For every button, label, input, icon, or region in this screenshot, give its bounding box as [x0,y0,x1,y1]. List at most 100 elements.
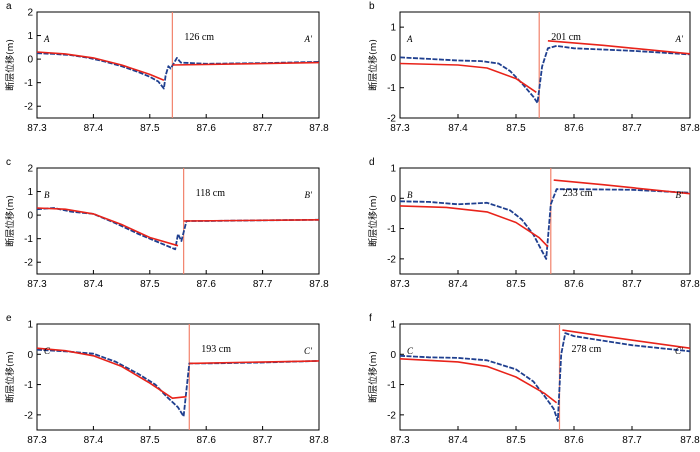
offset-label: 118 cm [196,188,226,199]
x-tick-label: 87.6 [196,279,216,290]
y-tick-label: -1 [24,234,33,245]
y-tick-label: -1 [387,83,396,94]
x-tick-label: 87.7 [253,435,273,446]
y-axis-label: 断层位移(m) [4,195,16,247]
model-series-line [547,40,691,55]
x-tick-label: 87.7 [253,279,273,290]
y-tick-label: 0 [390,53,396,64]
offset-label: 201 cm [551,32,581,43]
profile-start-label: C [407,346,414,356]
x-tick-label: 87.4 [84,279,104,290]
y-tick-label: 1 [390,320,396,331]
y-tick-label: -2 [24,410,33,421]
y-tick-label: 1 [390,23,396,34]
observed-series-line [399,332,691,422]
profile-end-label: B′ [676,190,684,200]
y-tick-label: 2 [27,8,33,19]
offset-label: 193 cm [201,344,231,355]
y-tick-label: -1 [24,380,33,391]
profile-end-label: C′ [304,346,313,356]
model-series-line [172,61,320,66]
y-axis-label: 断层位移(m) [4,351,16,403]
x-tick-label: 87.4 [448,123,468,134]
x-tick-label: 87.4 [84,123,104,134]
profile-start-label: A [43,34,50,44]
model-series-line [562,329,691,349]
x-tick-label: 87.8 [309,279,329,290]
profile-end-label: B′ [305,190,313,200]
model-series-line [36,207,179,247]
model-series-line [183,219,320,222]
panel-d: d 87.3 87.4 87.5 87.6 87.7 87.8 1 0 -1 -2 断层位移(m) B B… [367,157,700,290]
x-tick-label: 87.8 [309,435,329,446]
y-tick-label: -2 [387,114,396,125]
x-tick-label: 87.3 [390,123,410,134]
plot-frame [36,323,320,431]
x-tick-label: 87.8 [680,279,700,290]
offset-label: 126 cm [184,32,214,43]
y-tick-label: 0 [390,194,396,205]
profile-start-label: B [44,190,50,200]
panel-f: f 87.3 87.4 87.5 87.6 87.7 87.8 1 0 -1 -2 断层位移(m) C C… [367,313,700,446]
model-series-line [399,358,558,404]
x-tick-label: 87.7 [622,435,642,446]
plot-frame [399,167,691,275]
y-axis-label: 断层位移(m) [367,39,379,91]
x-tick-label: 87.5 [506,279,526,290]
panel-letter: b [369,1,375,12]
panel-a: a 87.3 87.4 87.5 87.6 87.7 87.8 2 1 0 -1 -2 断层位移(m) A… [4,1,329,134]
plot-frame [36,167,320,275]
profile-end-label: A′ [304,34,313,44]
panel-letter: e [6,313,12,324]
x-tick-label: 87.5 [506,435,526,446]
profile-end-label: A′ [675,34,684,44]
profile-start-label: C [44,346,51,356]
profile-end-label: C′ [675,346,684,356]
x-tick-label: 87.4 [448,279,468,290]
panel-letter: d [369,157,375,168]
panel-b: b 87.3 87.4 87.5 87.6 87.7 87.8 1 0 -1 -2 断层位移(m) A A… [367,1,700,134]
panel-letter: f [369,313,372,324]
offset-label: 233 cm [563,188,593,199]
plot-frame [36,11,320,119]
x-tick-label: 87.8 [309,123,329,134]
observed-series-line [36,52,320,90]
model-series-line [399,205,549,248]
x-tick-label: 87.3 [390,279,410,290]
observed-series-line [36,207,320,251]
y-tick-label: 1 [390,164,396,175]
x-tick-label: 87.7 [622,279,642,290]
panel-e: e 87.3 87.4 87.5 87.6 87.7 87.8 1 0 -1 -2 断层位移(m) C C… [4,313,329,446]
x-tick-label: 87.7 [622,123,642,134]
panel-letter: a [6,1,12,12]
y-tick-label: -2 [387,254,396,265]
y-tick-label: -1 [387,380,396,391]
y-tick-label: 1 [27,320,33,331]
y-tick-label: 1 [27,187,33,198]
model-series-line [553,179,691,195]
y-axis-label: 断层位移(m) [367,195,379,247]
x-tick-label: 87.5 [140,435,160,446]
offset-label: 278 cm [572,344,602,355]
profile-start-label: A [406,34,413,44]
panel-letter: c [6,157,11,168]
x-tick-label: 87.5 [140,123,160,134]
y-tick-label: 0 [27,350,33,361]
y-tick-label: 1 [27,31,33,42]
x-tick-label: 87.5 [140,279,160,290]
y-tick-label: -2 [387,410,396,421]
y-tick-label: 0 [27,211,33,222]
y-axis-label: 断层位移(m) [367,351,379,403]
y-tick-label: 0 [27,55,33,66]
x-tick-label: 87.6 [564,123,584,134]
x-tick-label: 87.6 [196,435,216,446]
observed-series-line [399,188,691,260]
y-tick-label: 2 [27,164,33,175]
y-axis-label: 断层位移(m) [4,39,16,91]
x-tick-label: 87.5 [506,123,526,134]
plot-frame [399,11,691,119]
y-tick-label: -2 [24,102,33,113]
x-tick-label: 87.4 [84,435,104,446]
